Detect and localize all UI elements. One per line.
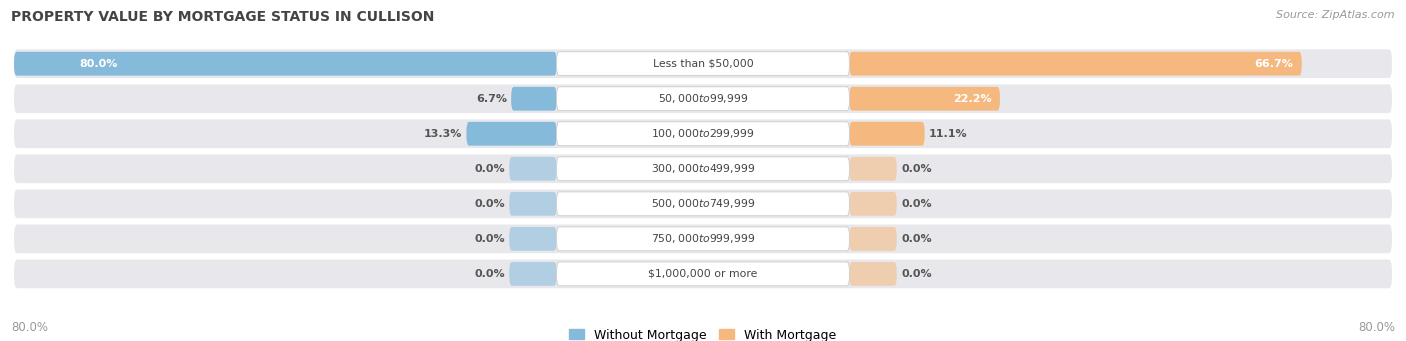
Text: 0.0%: 0.0%: [901, 234, 932, 244]
Text: 6.7%: 6.7%: [475, 94, 506, 104]
Text: 80.0%: 80.0%: [1358, 321, 1395, 334]
FancyBboxPatch shape: [849, 157, 897, 181]
FancyBboxPatch shape: [509, 157, 557, 181]
FancyBboxPatch shape: [14, 49, 1392, 78]
Text: 0.0%: 0.0%: [474, 234, 505, 244]
Text: PROPERTY VALUE BY MORTGAGE STATUS IN CULLISON: PROPERTY VALUE BY MORTGAGE STATUS IN CUL…: [11, 10, 434, 24]
FancyBboxPatch shape: [557, 227, 849, 251]
Text: $100,000 to $299,999: $100,000 to $299,999: [651, 127, 755, 140]
Text: 0.0%: 0.0%: [474, 269, 505, 279]
Text: $300,000 to $499,999: $300,000 to $499,999: [651, 162, 755, 175]
Text: $50,000 to $99,999: $50,000 to $99,999: [658, 92, 748, 105]
Text: 0.0%: 0.0%: [474, 164, 505, 174]
FancyBboxPatch shape: [512, 87, 557, 110]
FancyBboxPatch shape: [557, 157, 849, 181]
FancyBboxPatch shape: [849, 122, 925, 146]
FancyBboxPatch shape: [557, 52, 849, 76]
FancyBboxPatch shape: [467, 122, 557, 146]
FancyBboxPatch shape: [14, 260, 1392, 288]
FancyBboxPatch shape: [509, 227, 557, 251]
Text: 0.0%: 0.0%: [901, 164, 932, 174]
FancyBboxPatch shape: [14, 119, 1392, 148]
Text: Source: ZipAtlas.com: Source: ZipAtlas.com: [1277, 10, 1395, 20]
FancyBboxPatch shape: [557, 262, 849, 286]
FancyBboxPatch shape: [14, 190, 1392, 218]
FancyBboxPatch shape: [849, 87, 1000, 110]
FancyBboxPatch shape: [849, 227, 897, 251]
FancyBboxPatch shape: [557, 192, 849, 216]
FancyBboxPatch shape: [14, 154, 1392, 183]
Text: 13.3%: 13.3%: [423, 129, 463, 139]
Text: 0.0%: 0.0%: [901, 269, 932, 279]
Text: 80.0%: 80.0%: [11, 321, 48, 334]
FancyBboxPatch shape: [849, 52, 1302, 76]
Legend: Without Mortgage, With Mortgage: Without Mortgage, With Mortgage: [564, 324, 842, 341]
Text: 66.7%: 66.7%: [1254, 59, 1294, 69]
Text: Less than $50,000: Less than $50,000: [652, 59, 754, 69]
Text: 11.1%: 11.1%: [929, 129, 967, 139]
Text: 0.0%: 0.0%: [474, 199, 505, 209]
Text: 80.0%: 80.0%: [79, 59, 118, 69]
Text: 22.2%: 22.2%: [953, 94, 991, 104]
FancyBboxPatch shape: [557, 122, 849, 146]
FancyBboxPatch shape: [849, 192, 897, 216]
Text: $750,000 to $999,999: $750,000 to $999,999: [651, 232, 755, 246]
FancyBboxPatch shape: [14, 52, 557, 76]
FancyBboxPatch shape: [14, 224, 1392, 253]
FancyBboxPatch shape: [509, 262, 557, 286]
Text: 0.0%: 0.0%: [901, 199, 932, 209]
FancyBboxPatch shape: [557, 87, 849, 110]
FancyBboxPatch shape: [849, 262, 897, 286]
FancyBboxPatch shape: [509, 192, 557, 216]
Text: $1,000,000 or more: $1,000,000 or more: [648, 269, 758, 279]
Text: $500,000 to $749,999: $500,000 to $749,999: [651, 197, 755, 210]
FancyBboxPatch shape: [14, 84, 1392, 113]
